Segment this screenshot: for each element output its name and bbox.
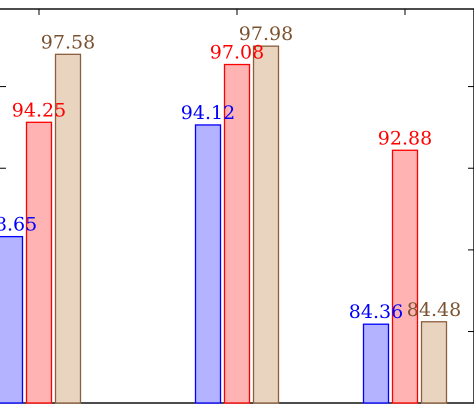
bar-label-s0-c0: 88.65 <box>0 214 37 236</box>
bar-label-s0-c2: 84.36 <box>349 301 403 323</box>
bar-s0-c1 <box>194 124 222 404</box>
bar-label-s2-c0: 97.58 <box>41 31 95 53</box>
bars <box>0 45 448 404</box>
bar-label-s0-c1: 94.12 <box>181 102 235 124</box>
bar-s2-c1 <box>252 45 280 404</box>
bar-s2-c0 <box>54 53 82 404</box>
bar-s1-c0 <box>25 121 53 404</box>
bar-s2-c2 <box>420 321 448 404</box>
bar-label-s1-c0: 94.25 <box>12 99 66 121</box>
bar-value-labels: 88.65 94.12 84.36 94.25 97.08 92.88 97.58 97.98… <box>0 23 461 323</box>
bar-s0-c2 <box>362 323 390 404</box>
bar-s1-c1 <box>223 63 251 404</box>
bar-s1-c2 <box>391 149 419 404</box>
bar-label-s2-c2: 84.48 <box>407 299 461 321</box>
bar-label-s2-c1: 97.98 <box>239 23 293 45</box>
bar-label-s1-c2: 92.88 <box>378 127 432 149</box>
bar-s0-c0 <box>0 235 24 404</box>
bar-label-s1-c1: 97.08 <box>210 42 264 64</box>
